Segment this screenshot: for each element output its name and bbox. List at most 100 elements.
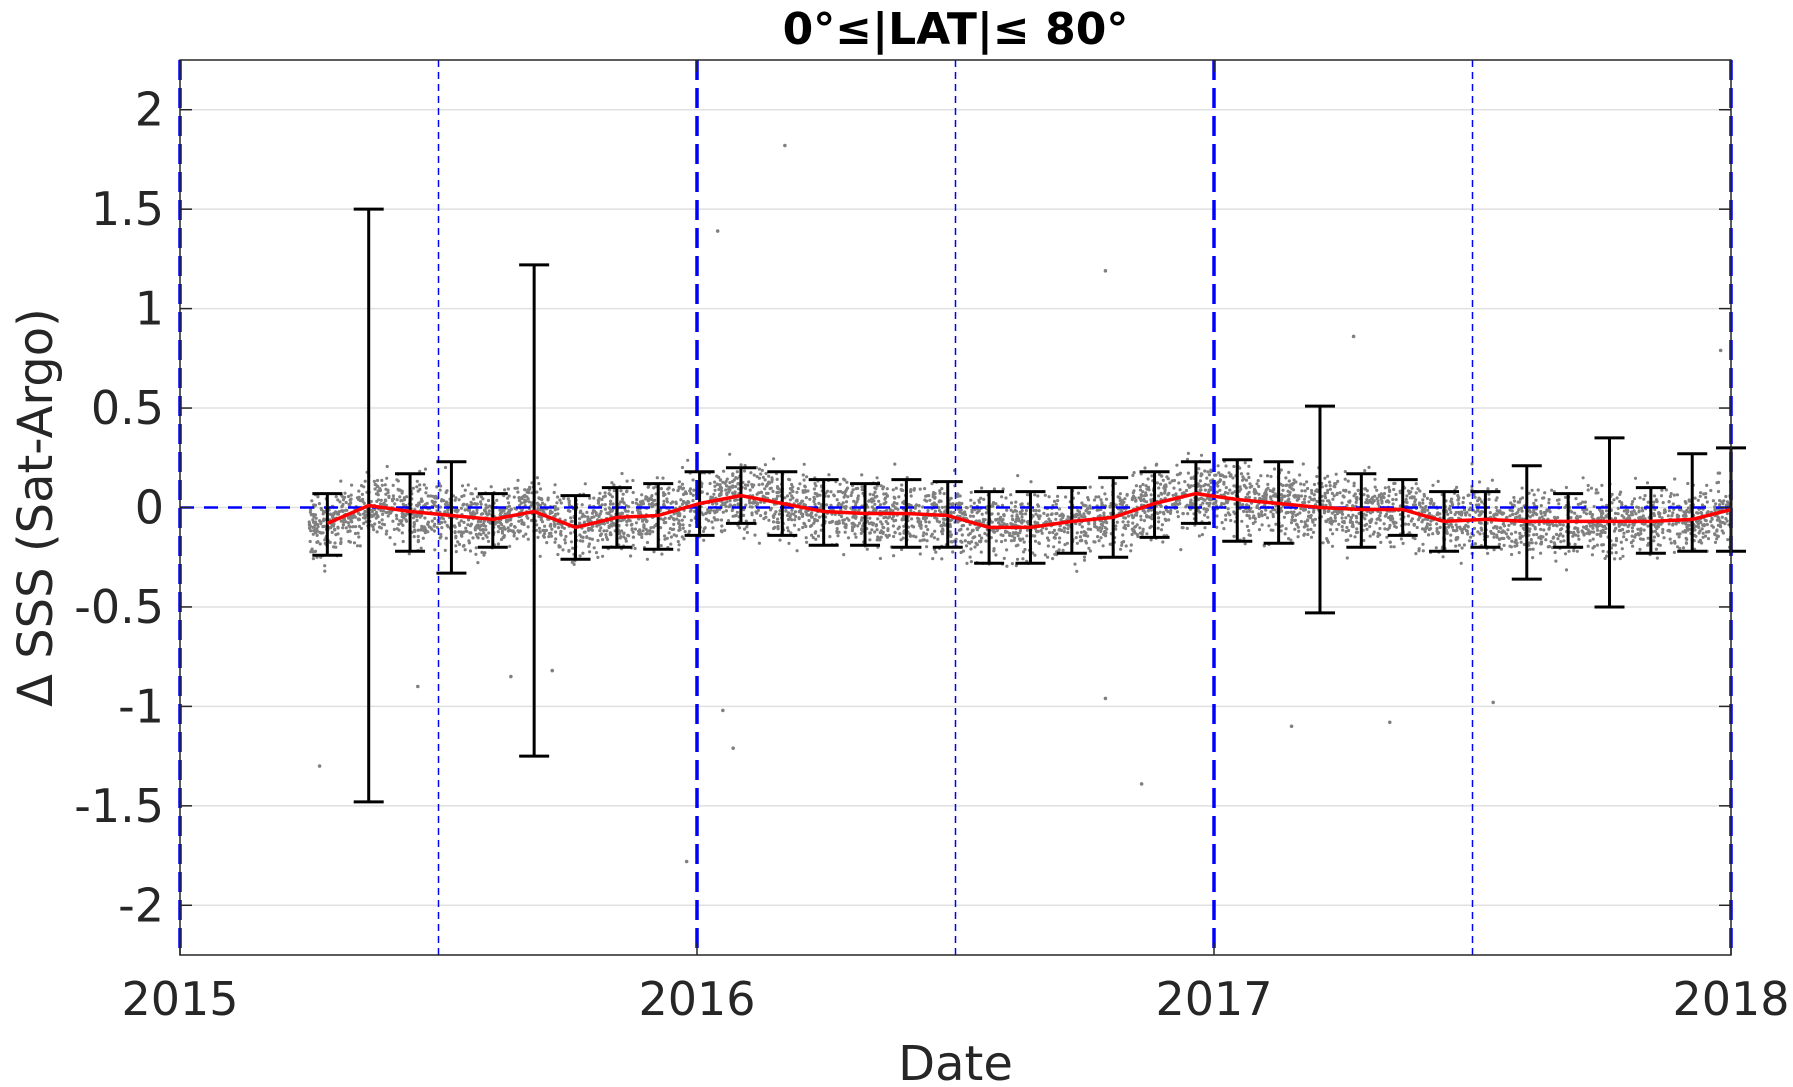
scatter-point bbox=[813, 491, 817, 496]
scatter-point bbox=[1005, 508, 1009, 512]
scatter-point bbox=[1056, 499, 1060, 503]
scatter-point bbox=[1346, 513, 1351, 518]
scatter-point bbox=[1510, 539, 1514, 543]
scatter-point bbox=[646, 484, 651, 489]
scatter-point bbox=[999, 533, 1003, 537]
scatter-point bbox=[1226, 491, 1230, 495]
scatter-point bbox=[538, 554, 542, 558]
scatter-point bbox=[733, 490, 737, 494]
scatter-point bbox=[543, 503, 547, 507]
scatter-point bbox=[1271, 528, 1275, 532]
scatter-point bbox=[1462, 508, 1467, 512]
scatter-point bbox=[663, 534, 667, 538]
scatter-point bbox=[1450, 525, 1454, 529]
scatter-point bbox=[918, 539, 922, 543]
scatter-point bbox=[1037, 517, 1041, 521]
scatter-point bbox=[1010, 562, 1015, 566]
scatter-point bbox=[607, 492, 611, 496]
scatter-point bbox=[1015, 515, 1020, 519]
scatter-point bbox=[1459, 561, 1463, 565]
scatter-point bbox=[1323, 476, 1327, 480]
scatter-point bbox=[1049, 512, 1054, 517]
scatter-point bbox=[1129, 543, 1133, 547]
scatter-point bbox=[966, 527, 970, 531]
scatter-point bbox=[313, 549, 318, 554]
scatter-point bbox=[1121, 533, 1125, 537]
scatter-point bbox=[637, 532, 641, 536]
scatter-point bbox=[994, 518, 998, 522]
scatter-point bbox=[1206, 483, 1210, 487]
scatter-point bbox=[860, 488, 864, 492]
scatter-point bbox=[564, 534, 568, 539]
scatter-point bbox=[583, 514, 587, 518]
scatter-point bbox=[1118, 496, 1122, 500]
scatter-point bbox=[770, 476, 774, 480]
scatter-point bbox=[1051, 557, 1055, 561]
scatter-point bbox=[473, 502, 477, 506]
scatter-point bbox=[1667, 509, 1671, 513]
scatter-point bbox=[1209, 468, 1213, 472]
scatter-point bbox=[748, 488, 752, 492]
scatter-point bbox=[828, 535, 832, 539]
scatter-point bbox=[1126, 514, 1131, 518]
scatter-point bbox=[865, 519, 870, 524]
scatter-point bbox=[1684, 510, 1688, 514]
scatter-point bbox=[1243, 542, 1247, 546]
scatter-point bbox=[1511, 512, 1515, 516]
scatter-point bbox=[527, 500, 531, 504]
scatter-point bbox=[762, 517, 766, 521]
scatter-point bbox=[677, 487, 681, 491]
scatter-point bbox=[334, 495, 338, 499]
scatter-point bbox=[757, 491, 761, 495]
scatter-point bbox=[373, 487, 377, 491]
scatter-point bbox=[315, 533, 319, 538]
scatter-point bbox=[1266, 482, 1270, 486]
scatter-point bbox=[1061, 515, 1065, 520]
scatter-point bbox=[1709, 520, 1713, 524]
scatter-point bbox=[929, 534, 933, 538]
scatter-point bbox=[1009, 493, 1013, 497]
scatter-point bbox=[637, 517, 641, 521]
scatter-point bbox=[475, 511, 479, 515]
scatter-point bbox=[370, 508, 374, 513]
scatter-point bbox=[309, 513, 313, 517]
scatter-point bbox=[935, 503, 939, 507]
scatter-point bbox=[1544, 532, 1548, 536]
scatter-point bbox=[1543, 513, 1547, 517]
scatter-point bbox=[503, 512, 507, 516]
scatter-point bbox=[1145, 532, 1149, 536]
scatter-point bbox=[1385, 535, 1389, 539]
scatter-point bbox=[1183, 480, 1187, 484]
scatter-point bbox=[1024, 508, 1029, 513]
scatter-point bbox=[338, 509, 342, 514]
scatter-point bbox=[1158, 510, 1162, 514]
scatter-point bbox=[570, 519, 574, 524]
scatter-point bbox=[835, 498, 839, 502]
scatter-point bbox=[968, 514, 973, 518]
scatter-point bbox=[1103, 526, 1107, 530]
scatter-point bbox=[731, 479, 735, 484]
scatter-point bbox=[621, 492, 625, 496]
scatter-point bbox=[681, 492, 686, 497]
scatter-point bbox=[1198, 510, 1202, 514]
scatter-point bbox=[1466, 524, 1470, 528]
scatter-point bbox=[399, 499, 403, 503]
scatter-point bbox=[1345, 525, 1349, 530]
scatter-point bbox=[626, 518, 631, 522]
scatter-point bbox=[1638, 547, 1642, 552]
scatter-point bbox=[1203, 513, 1207, 517]
scatter-point bbox=[1247, 490, 1251, 494]
scatter-point bbox=[810, 533, 814, 537]
scatter-point bbox=[605, 529, 609, 533]
scatter-point bbox=[356, 511, 361, 515]
scatter-point bbox=[401, 539, 405, 544]
scatter-point bbox=[597, 514, 601, 519]
scatter-point bbox=[400, 531, 404, 535]
scatter-point bbox=[645, 557, 650, 561]
scatter-point bbox=[470, 492, 474, 496]
scatter-point bbox=[424, 491, 428, 495]
scatter-point bbox=[392, 497, 396, 501]
scatter-point bbox=[1455, 525, 1459, 530]
scatter-point bbox=[1287, 470, 1291, 474]
scatter-point bbox=[1013, 509, 1017, 513]
